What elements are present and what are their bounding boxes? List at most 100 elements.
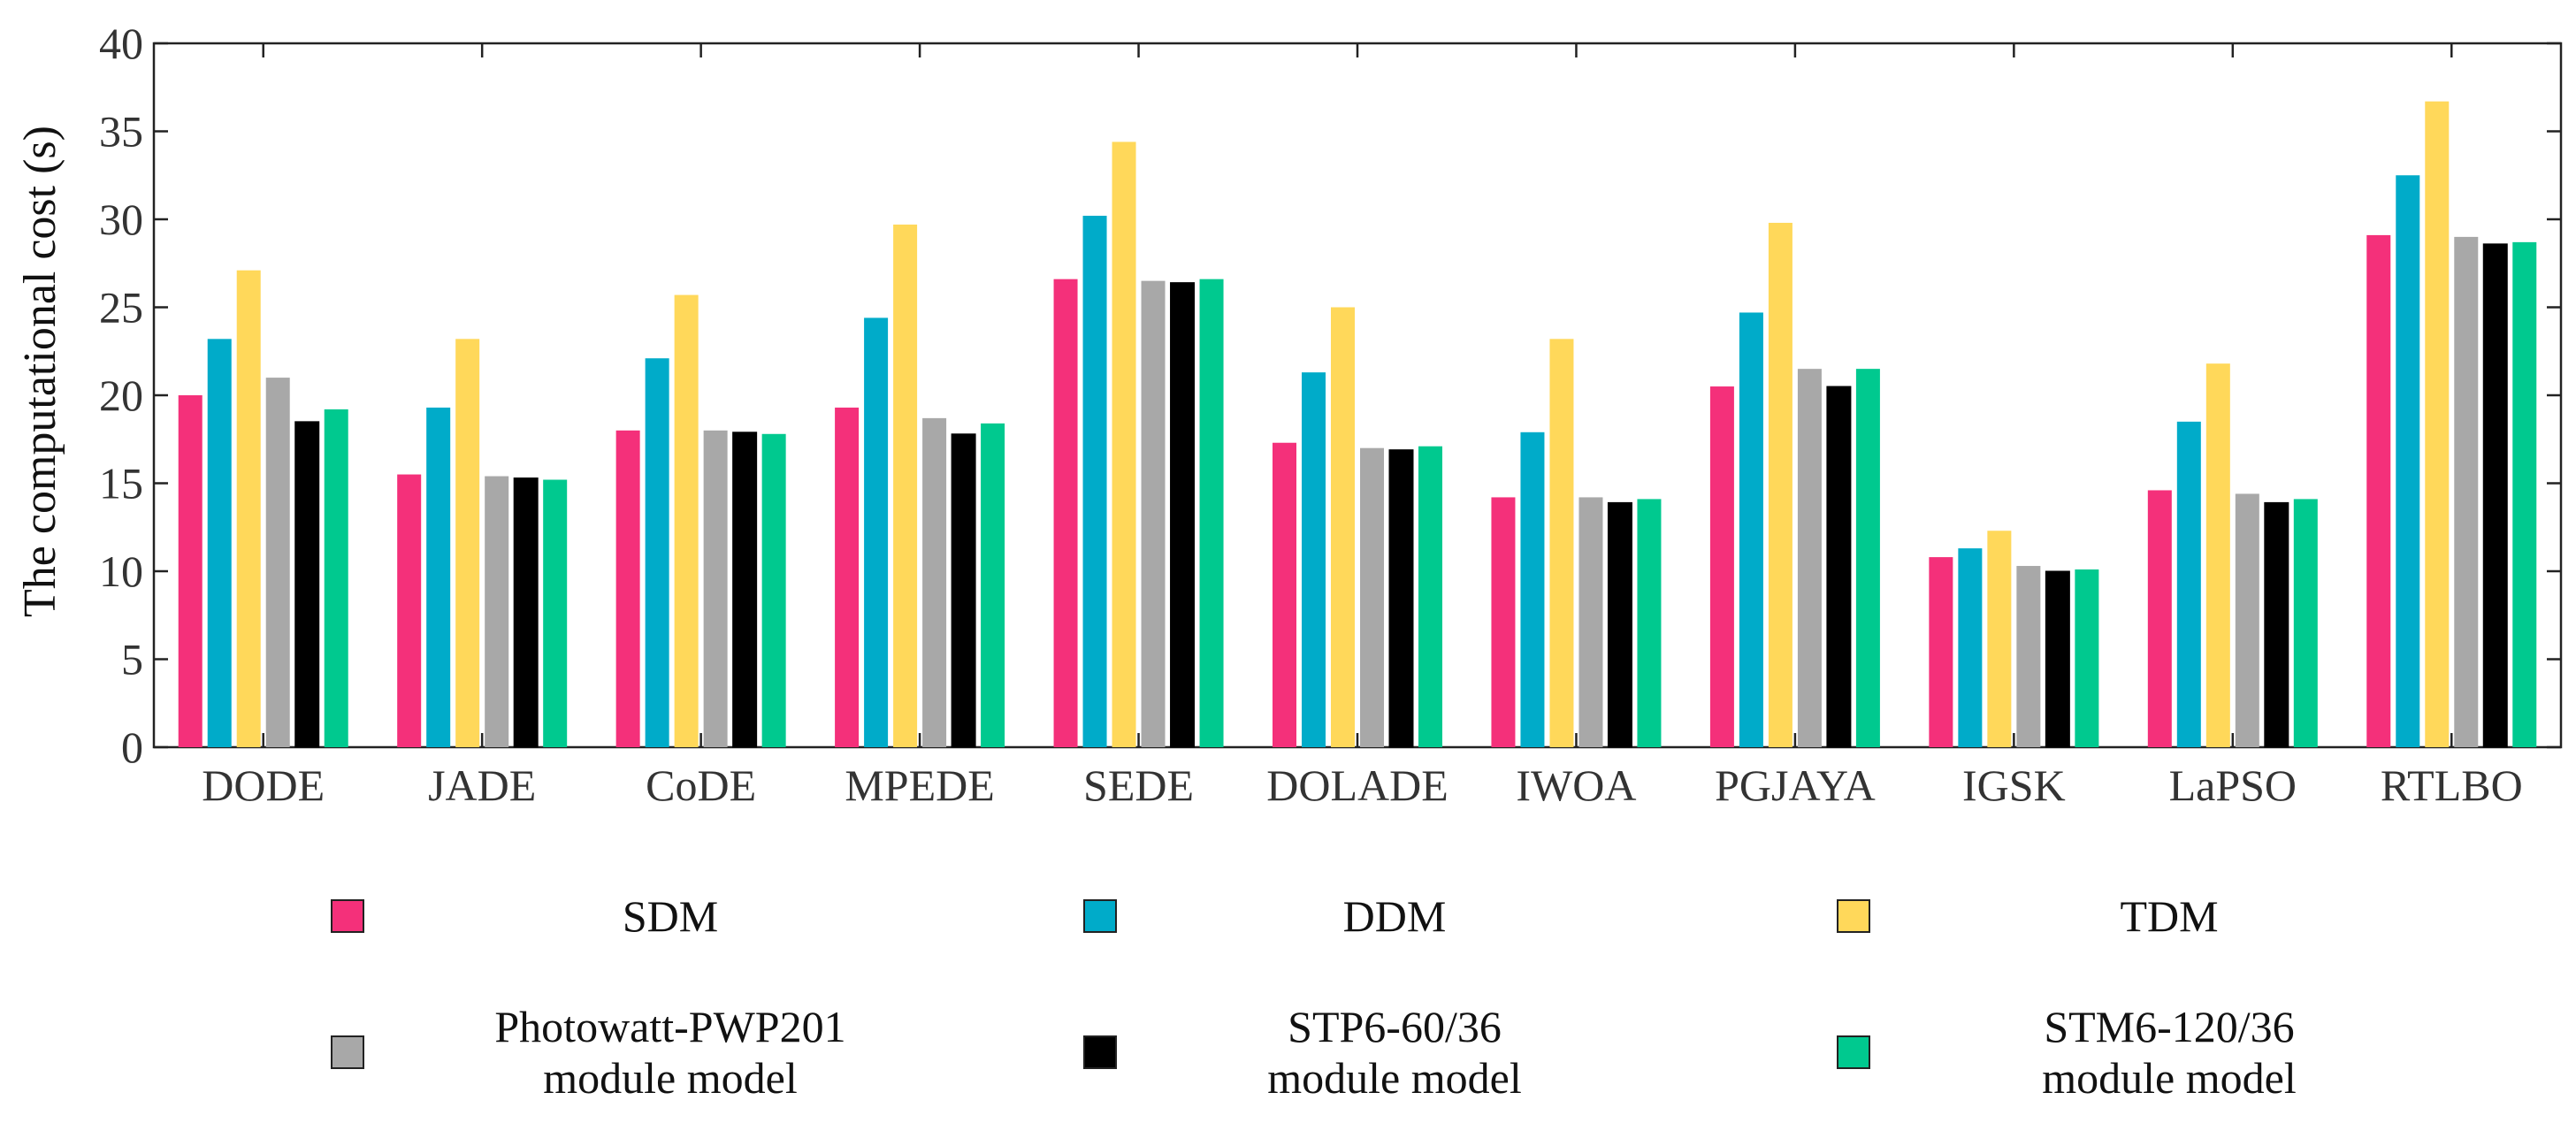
legend-label: STM6-120/36 [2044,1002,2294,1051]
bar-jade-photowatt-pwp201-module-model [485,476,509,747]
bar-mpede-tdm [893,224,918,748]
legend-label: module model [543,1053,797,1103]
bar-pgjaya-tdm [1768,222,1792,748]
bar-mpede-sdm [835,407,860,747]
bar-lapso-tdm [2205,363,2230,747]
legend-item-ddm: DDM [1083,891,1447,941]
bar-pgjaya-photowatt-pwp201-module-model [1797,369,1822,747]
bar-code-ddm [645,358,669,747]
bar-code-stm6-120-36-module-model [761,433,786,747]
legend-label: TDM [2120,891,2218,941]
y-tick-label: 0 [121,722,143,772]
x-tick-label: DOLADE [1266,760,1449,810]
bar-igsk-sdm [1929,557,1953,747]
legend-label: SDM [623,891,718,941]
bar-rtlbo-ddm [2396,175,2420,747]
legend-swatch [1083,1035,1117,1069]
bar-mpede-stp6-60-36-module-model [951,433,976,748]
bar-rtlbo-stm6-120-36-module-model [2512,241,2537,747]
bar-jade-sdm [397,474,422,747]
bar-jade-stp6-60-36-module-model [513,477,539,748]
x-tick-label: JADE [428,760,536,810]
bar-dode-sdm [178,395,203,747]
bar-mpede-photowatt-pwp201-module-model [922,417,947,747]
bar-dode-photowatt-pwp201-module-model [265,378,290,747]
x-tick-label: PGJAYA [1715,760,1876,810]
bar-jade-tdm [455,339,480,747]
legend-swatch [331,1035,364,1069]
bar-dode-stp6-60-36-module-model [294,421,320,748]
bar-sede-photowatt-pwp201-module-model [1141,280,1166,747]
bar-igsk-stm6-120-36-module-model [2075,569,2099,747]
legend-item-tdm: TDM [1837,891,2219,941]
y-axis: 0 5 10 15 20 25 30 35 40 [99,19,2561,772]
bar-jade-stm6-120-36-module-model [543,479,568,747]
bar-mpede-ddm [864,317,889,747]
x-axis: DODE JADE CoDE MPEDE SEDE DOLADE IWOA PGJAYA IGS… [202,43,2523,810]
bar-mpede-stm6-120-36-module-model [981,423,1005,747]
y-tick-label: 20 [99,371,143,420]
bar-rtlbo-sdm [2366,234,2391,747]
x-tick-label: LaPSO [2169,760,2297,810]
bar-rtlbo-tdm [2425,101,2450,748]
x-tick-label: MPEDE [845,760,994,810]
bar-lapso-sdm [2147,490,2172,747]
bar-lapso-photowatt-pwp201-module-model [2235,493,2259,747]
bar-pgjaya-stp6-60-36-module-model [1826,386,1852,748]
x-tick-label: DODE [202,760,325,810]
bar-igsk-photowatt-pwp201-module-model [2016,566,2041,747]
bar-rtlbo-stp6-60-36-module-model [2482,243,2508,748]
bar-sede-tdm [1112,141,1136,747]
bar-dolade-stp6-60-36-module-model [1388,449,1414,748]
bars-group [178,101,2537,748]
bar-code-stp6-60-36-module-model [732,432,758,748]
bar-dolade-stm6-120-36-module-model [1418,446,1442,747]
legend-label: DDM [1343,891,1447,941]
legend-swatch [1837,1035,1870,1069]
y-tick-label: 10 [99,546,143,596]
legend-swatch [331,899,364,933]
y-tick-label: 35 [99,107,143,157]
legend-label: module model [2042,1053,2296,1103]
bar-jade-ddm [426,407,451,747]
legend-label: STP6-60/36 [1288,1002,1502,1051]
y-axis-title: The computational cost (s) [15,126,65,617]
bar-sede-stp6-60-36-module-model [1170,282,1196,748]
bar-igsk-stp6-60-36-module-model [2045,570,2070,748]
bar-iwoa-sdm [1491,497,1516,747]
legend-item-sdm: SDM [331,891,718,941]
bar-rtlbo-photowatt-pwp201-module-model [2454,236,2479,747]
y-tick-label: 5 [121,635,143,684]
bar-sede-ddm [1082,216,1107,747]
bar-dode-tdm [236,270,261,748]
bar-iwoa-tdm [1549,339,1574,747]
x-tick-label: IGSK [1962,760,2066,810]
bar-iwoa-stm6-120-36-module-model [1637,499,1662,747]
bar-dode-stm6-120-36-module-model [324,409,348,747]
bar-sede-sdm [1053,279,1078,747]
y-tick-label: 25 [99,283,143,332]
legend-label: module model [1267,1053,1521,1103]
bar-dode-ddm [207,339,232,747]
bar-dolade-photowatt-pwp201-module-model [1360,447,1384,747]
bar-igsk-ddm [1958,548,1983,747]
bar-pgjaya-stm6-120-36-module-model [1855,369,1880,747]
bar-igsk-tdm [1987,531,2012,747]
bar-code-tdm [674,294,699,747]
bar-lapso-ddm [2176,421,2201,747]
bar-pgjaya-ddm [1739,312,1763,747]
bar-code-photowatt-pwp201-module-model [703,430,728,747]
bar-dolade-tdm [1331,307,1355,747]
legend-swatch [1837,899,1870,933]
bar-iwoa-ddm [1520,432,1545,747]
bar-sede-stm6-120-36-module-model [1199,279,1224,747]
bar-lapso-stp6-60-36-module-model [2264,501,2289,748]
y-tick-label: 40 [99,19,143,68]
x-tick-label: IWOA [1516,760,1636,810]
y-tick-label: 15 [99,459,143,508]
